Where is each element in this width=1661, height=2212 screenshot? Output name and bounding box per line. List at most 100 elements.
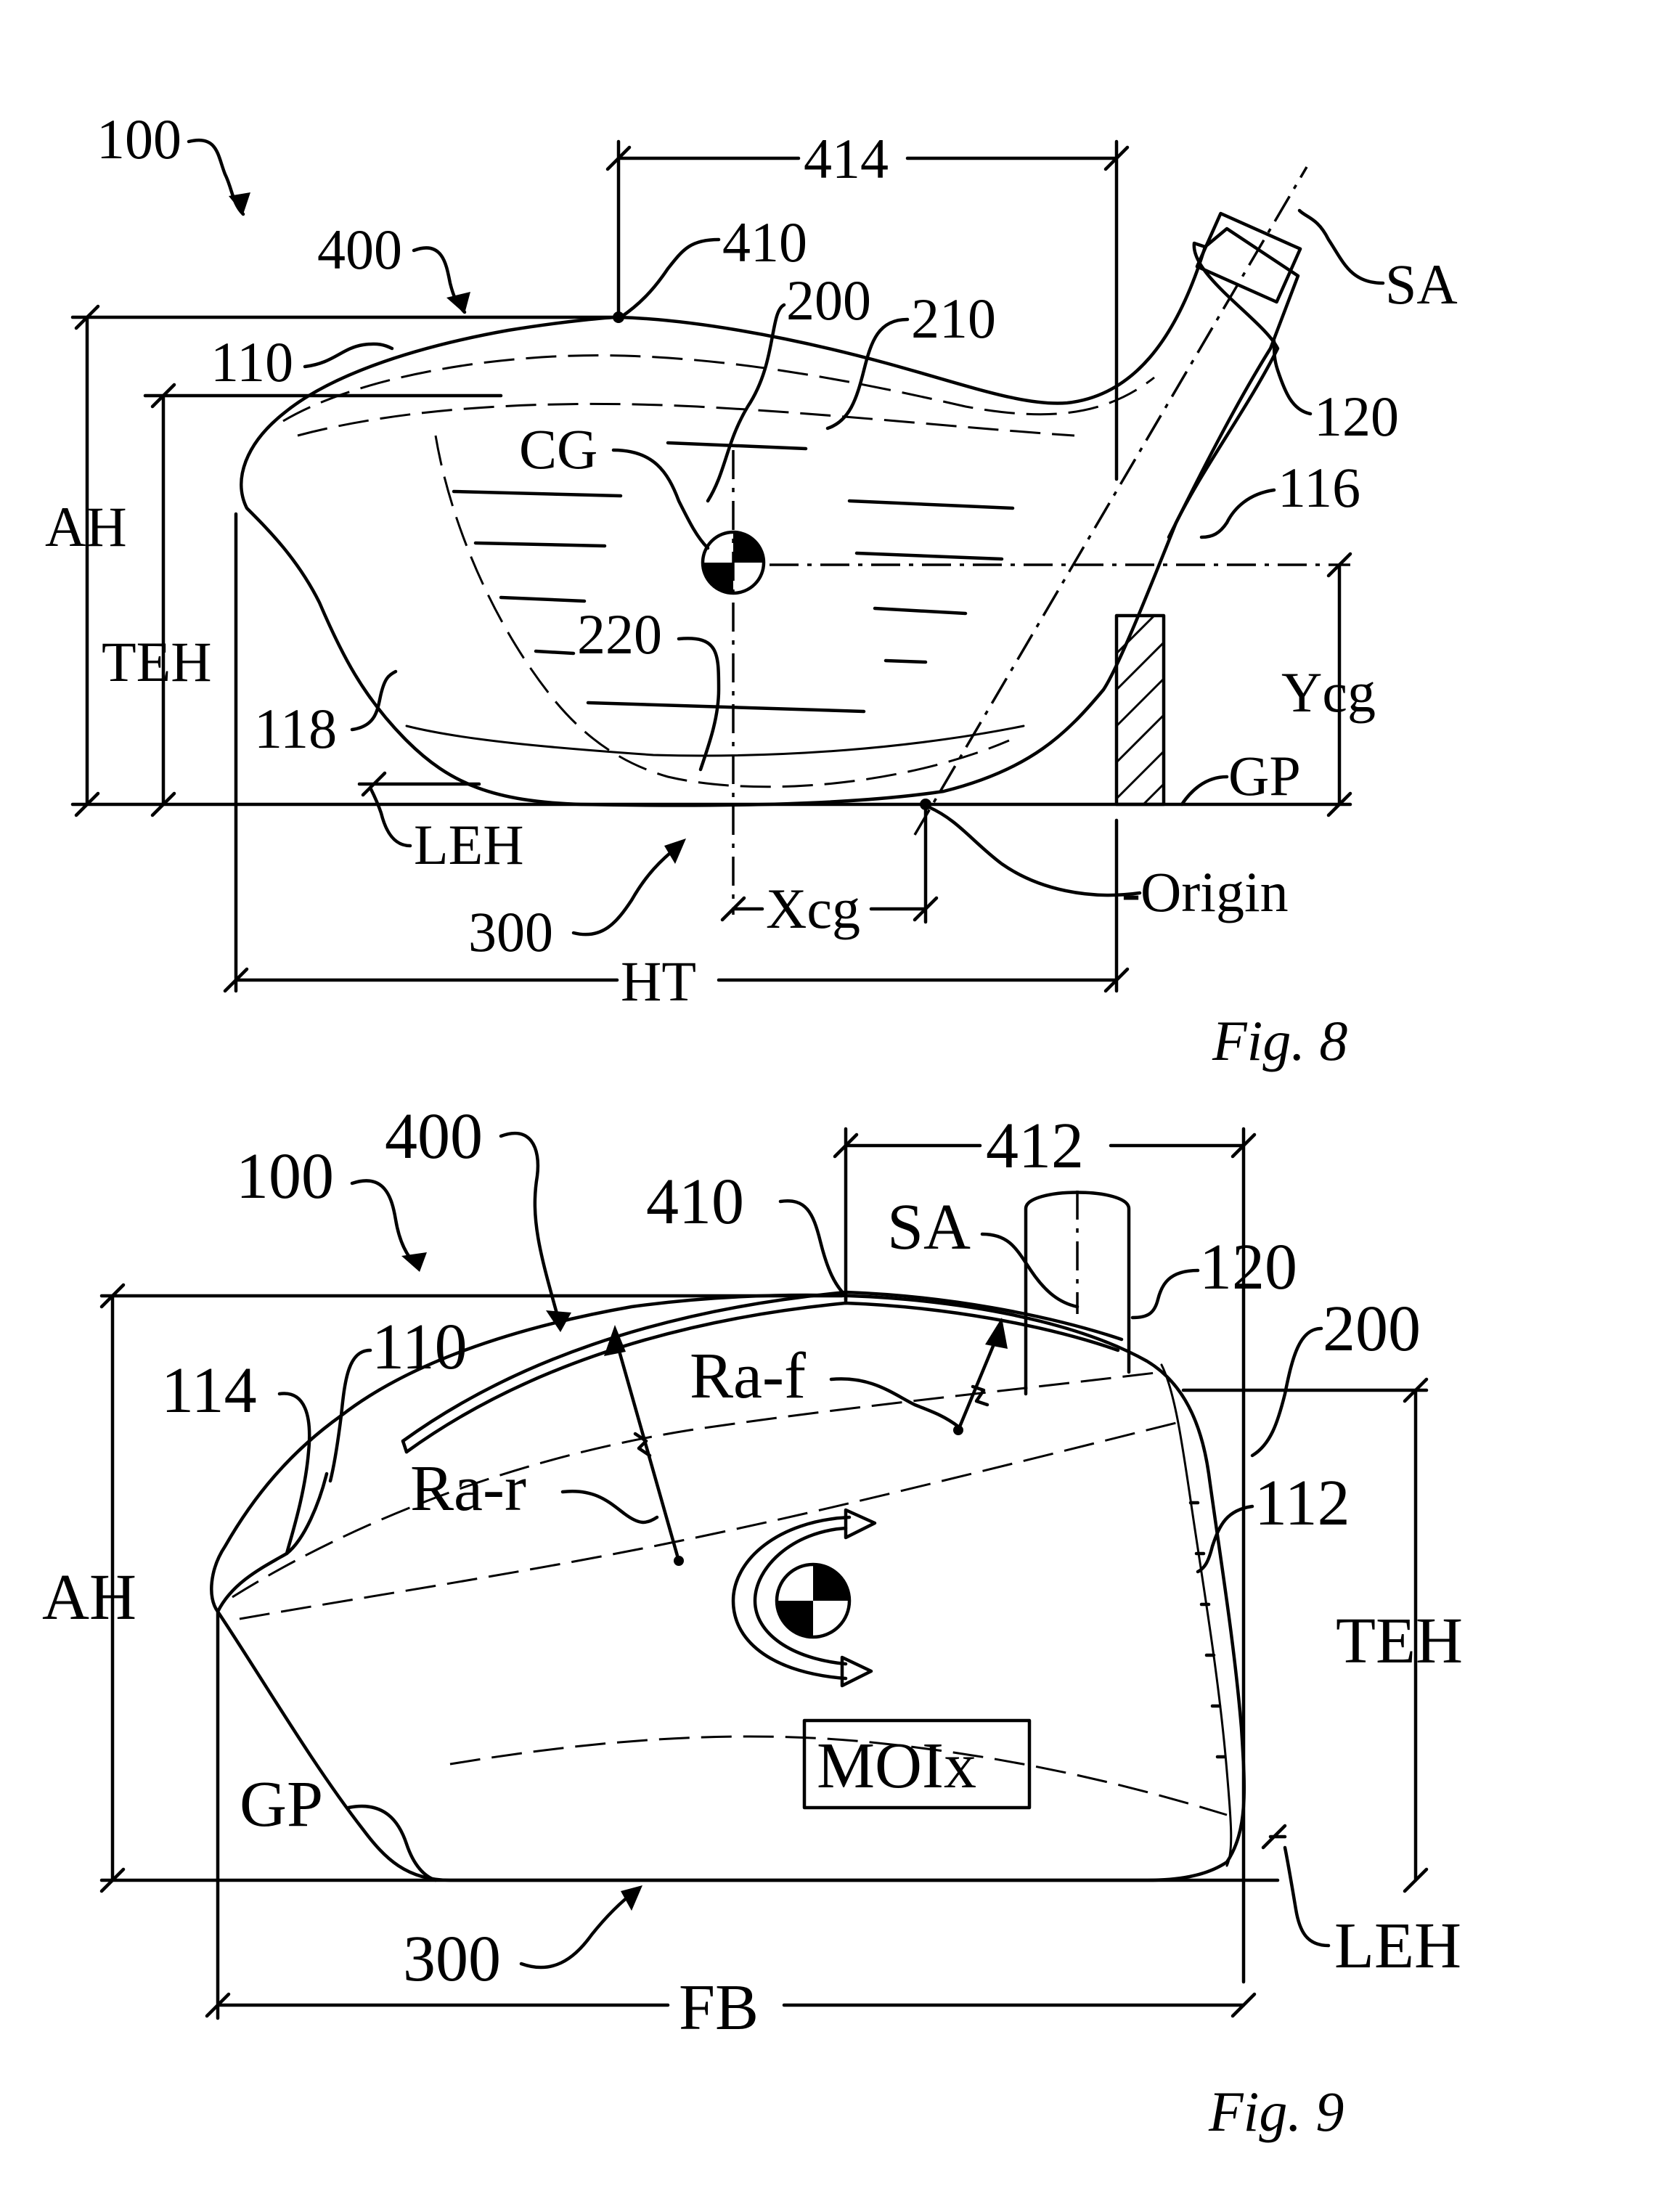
score-line [499,595,587,603]
leader-118 [350,669,398,732]
leader-400 [499,1131,561,1323]
fig9-arrowheads [401,1252,642,1911]
fig8-caption: Fig. 8 [1212,1009,1347,1072]
fig9-contour-lower [449,1735,1228,1816]
score-line [854,551,1004,561]
fig8-ycg-tick-top [1326,552,1352,578]
fig9-crown-insert-inner [404,1301,1120,1454]
fig8-label-220: 220 [577,603,662,666]
fig9-label-120: 120 [1199,1231,1297,1303]
fig8-label-Ycg: Ycg [1281,661,1376,724]
fig8-leader-lines [187,138,1385,936]
leader-GP [1180,775,1229,807]
fig8-face-score-lines [452,441,1015,714]
fig8-labels: 100 414 400 410 200 210 SA 110 120 CG 11… [45,107,1458,1013]
leader-SA [980,1232,1080,1309]
leader-GP [346,1804,438,1882]
fig9-moix-rotation-arrow [731,1508,877,1688]
fig8-label-AH: AH [45,495,127,558]
fig9-toe-bump [216,1472,329,1614]
fig9-label-400: 400 [385,1101,483,1172]
fig9-rar-break [633,1432,652,1458]
figure-9: 400 412 100 410 SA 120 200 110 Ra-f 114 … [42,1101,1463,2143]
leader-410 [778,1199,848,1298]
leader-120 [1130,1268,1200,1320]
fig9-labels: 400 412 100 410 SA 120 200 110 Ra-f 114 … [42,1101,1463,2044]
fig9-contour-middle [239,1421,1177,1620]
fig9-caption: Fig. 9 [1208,2080,1344,2143]
fig9-face-score-marks [1188,1501,1227,1759]
fig8-crown-dash-line-2 [297,402,1075,437]
arrowhead-400 [546,1310,571,1332]
leader-116 [1199,488,1276,539]
fig8-xcg-tick-left [720,896,746,922]
score-line [873,606,968,616]
fig8-label-LEH: LEH [414,813,524,876]
fig8-label-116: 116 [1278,456,1360,519]
fig8-hosel-tip [1195,211,1302,304]
leader-Raf [829,1377,960,1429]
fig8-crown-dash-line [282,354,1155,423]
fig8-label-414: 414 [804,127,889,190]
fig9-face-edge [1160,1363,1233,1867]
score-line [586,701,866,714]
fig8-label-TEH: TEH [102,630,212,693]
fig8-xcg-tick-right [913,896,939,922]
leader-110 [303,342,394,369]
leader-112 [1196,1504,1254,1574]
leader-LEH [368,785,412,848]
fig9-label-SA: SA [887,1191,971,1263]
fig9-label-GP: GP [240,1768,323,1840]
fig8-ht-tick-left [223,967,249,993]
score-line [666,441,808,451]
fig8-label-118: 118 [254,697,337,760]
arrowhead-300 [664,838,686,864]
fig9-fb-tick-left [205,1992,231,2018]
fig9-label-MOIx: MOIx [817,1730,976,1802]
fig8-414-tick-left [605,145,632,171]
score-line [452,489,623,498]
fig9-label-110: 110 [372,1311,468,1383]
leader-Rar [560,1489,659,1525]
fig8-face-dash-outline [434,435,1010,788]
fig9-raf-break [971,1384,989,1407]
fig9-label-114: 114 [161,1355,257,1427]
leader-Origin [927,805,1142,897]
fig9-rar-arrow-line [613,1334,681,1563]
fig8-teh-tick-bottom [150,791,176,817]
leader-LEH [1283,1845,1331,1948]
fig9-moix-arrowhead-top [844,1508,877,1540]
leader-CG [611,448,710,550]
fig8-label-200: 200 [786,269,871,332]
fig9-412-tick-left [833,1132,859,1159]
fig8-teh-tick-top [150,383,176,409]
leader-100 [350,1179,420,1269]
score-line [883,658,928,664]
leader-210 [825,317,910,430]
fig9-moix-arrowhead-bottom [840,1655,873,1688]
fig8-ycg-tick-bottom [1326,791,1352,817]
fig8-label-GP: GP [1228,744,1301,807]
fig9-label-100: 100 [236,1140,334,1212]
score-line [847,499,1015,510]
fig8-arrowheads [229,192,686,864]
fig8-label-110: 110 [211,330,293,393]
fig8-label-410: 410 [722,211,807,274]
fig8-apex-point [613,311,624,323]
fig8-label-300: 300 [468,900,553,963]
fig9-crown-insert-outer [401,1290,1124,1443]
fig8-ah-tick-bottom [74,791,100,817]
fig9-teh-tick-top [1403,1377,1429,1403]
fig9-moix-box [802,1718,1032,1810]
fig9-fb-tick-right [1231,1992,1257,2018]
fig9-label-300: 300 [403,1923,501,1995]
score-line [473,541,607,548]
arrowhead-100 [401,1252,427,1272]
fig8-414-tick-right [1103,145,1130,171]
fig8-sole-curve [405,725,1025,757]
arrowhead-400 [446,292,470,314]
fig8-label-SA: SA [1385,253,1458,316]
fig9-label-412: 412 [986,1110,1084,1182]
fig9-label-LEH: LEH [1334,1910,1461,1982]
